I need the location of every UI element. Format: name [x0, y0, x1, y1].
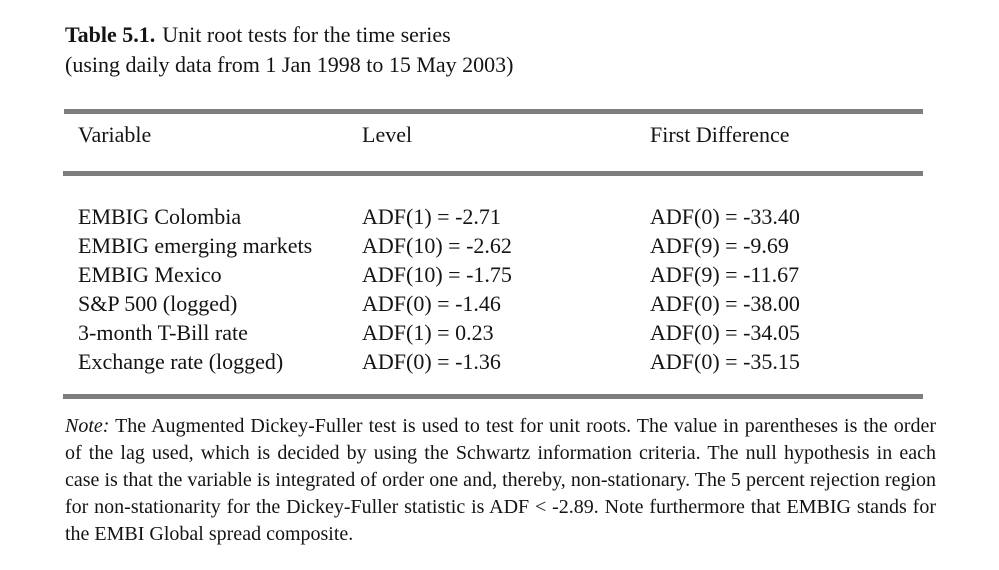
- cell-first-difference: ADF(0) = -33.40: [650, 204, 800, 229]
- table-row: S&P 500 (logged) ADF(0) = -1.46 ADF(0) =…: [78, 289, 800, 318]
- table-subtitle: (using daily data from 1 Jan 1998 to 15 …: [65, 52, 514, 77]
- column-header-level: Level: [362, 122, 413, 147]
- cell-level: ADF(0) = -1.46: [362, 291, 501, 316]
- table-row: EMBIG emerging markets ADF(10) = -2.62 A…: [78, 231, 800, 260]
- cell-variable: EMBIG emerging markets: [78, 233, 313, 258]
- table-caption: Unit root tests for the time series: [162, 22, 451, 47]
- cell-variable: EMBIG Mexico: [78, 262, 222, 287]
- cell-level: ADF(1) = 0.23: [362, 320, 494, 345]
- cell-variable: EMBIG Colombia: [78, 204, 242, 229]
- table-title-line1: Table 5.1. Unit root tests for the time s…: [65, 20, 514, 50]
- table-row: Exchange rate (logged) ADF(0) = -1.36 AD…: [78, 347, 800, 376]
- table-note: Note: The Augmented Dickey-Fuller test i…: [65, 413, 936, 548]
- table-top-rule: [64, 109, 923, 114]
- table-header-rule: [63, 171, 923, 176]
- table-row: EMBIG Mexico ADF(10) = -1.75 ADF(9) = -1…: [78, 260, 800, 289]
- table-row: EMBIG Colombia ADF(1) = -2.71 ADF(0) = -…: [78, 202, 800, 231]
- column-header-variable: Variable: [78, 122, 152, 147]
- cell-first-difference: ADF(0) = -35.15: [650, 349, 800, 374]
- table-header-row: Variable Level First Difference: [78, 120, 790, 149]
- table-body: EMBIG Colombia ADF(1) = -2.71 ADF(0) = -…: [78, 202, 800, 376]
- cell-first-difference: ADF(9) = -11.67: [650, 262, 800, 287]
- table-bottom-rule: [63, 394, 923, 399]
- cell-first-difference: ADF(9) = -9.69: [650, 233, 789, 258]
- cell-first-difference: ADF(0) = -38.00: [650, 291, 800, 316]
- cell-level: ADF(1) = -2.71: [362, 204, 501, 229]
- note-text: The Augmented Dickey-Fuller test is used…: [65, 415, 936, 545]
- table-row: 3-month T-Bill rate ADF(1) = 0.23 ADF(0)…: [78, 318, 800, 347]
- column-header-first-difference: First Difference: [650, 122, 790, 147]
- cell-variable: Exchange rate (logged): [78, 349, 284, 374]
- cell-variable: S&P 500 (logged): [78, 291, 238, 316]
- table-number: Table 5.1.: [65, 22, 156, 47]
- note-label: Note:: [65, 415, 110, 437]
- cell-level: ADF(10) = -1.75: [362, 262, 512, 287]
- cell-variable: 3-month T-Bill rate: [78, 320, 248, 345]
- cell-level: ADF(10) = -2.62: [362, 233, 512, 258]
- cell-first-difference: ADF(0) = -34.05: [650, 320, 800, 345]
- cell-level: ADF(0) = -1.36: [362, 349, 501, 374]
- table-title-block: Table 5.1. Unit root tests for the time s…: [65, 20, 514, 80]
